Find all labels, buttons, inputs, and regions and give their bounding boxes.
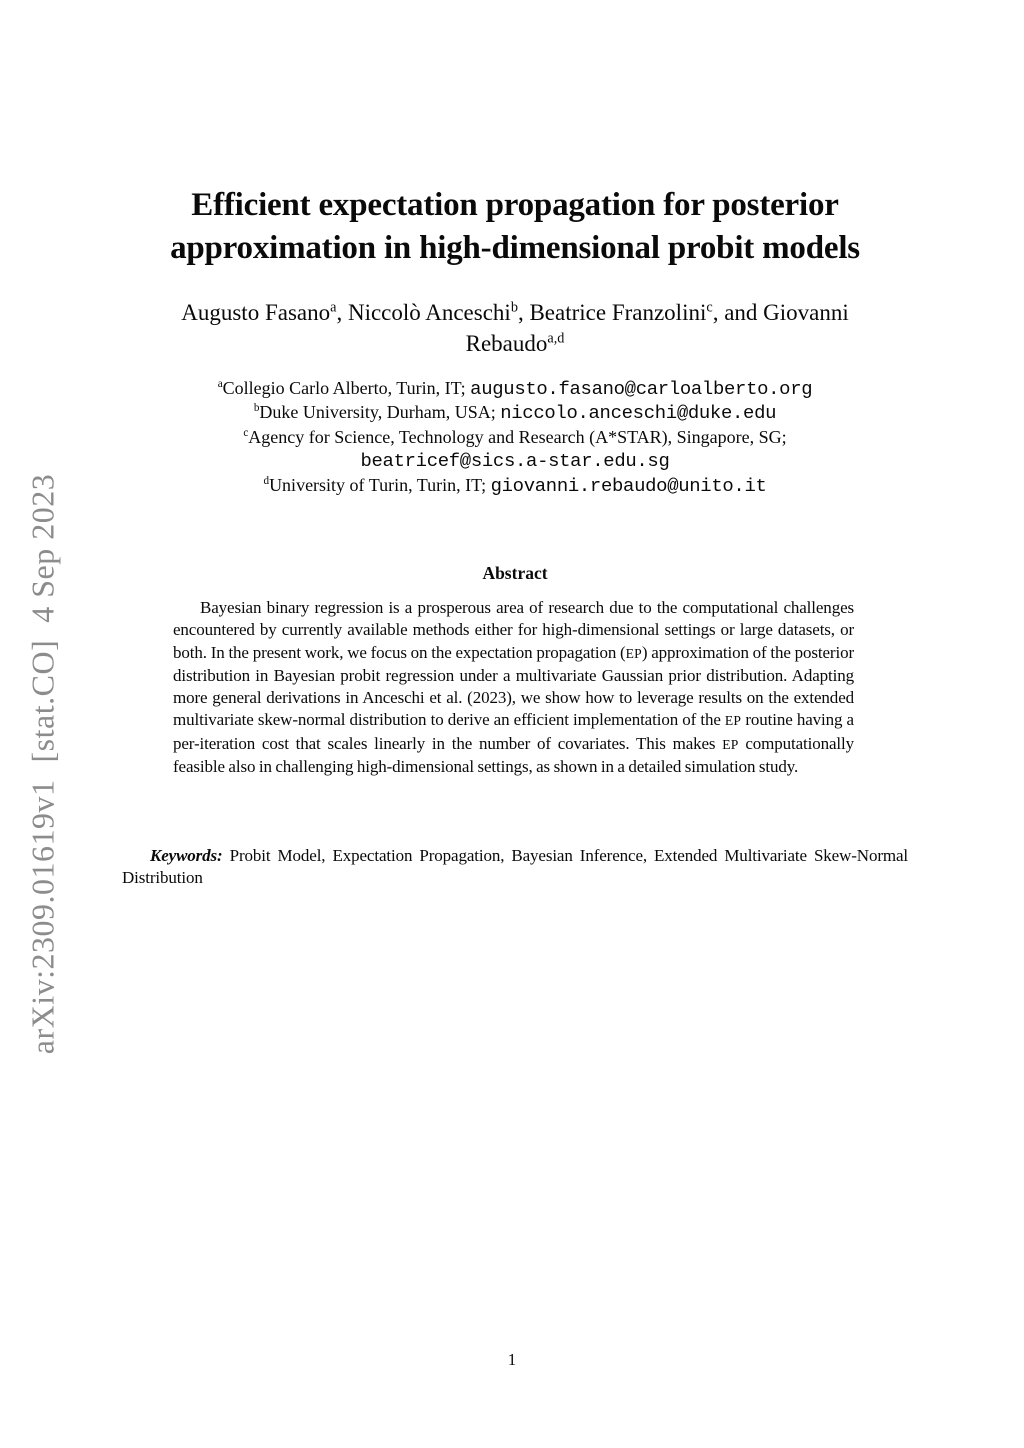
affiliations: aCollegio Carlo Alberto, Turin, IT; augu… xyxy=(122,377,908,498)
author-list: Augusto Fasanoa, Niccolò Anceschib, Beat… xyxy=(122,297,908,359)
author-line-2: Rebaudoa,d xyxy=(465,330,565,356)
paper-title-line-2: approximation in high-dimensional probit… xyxy=(170,230,860,266)
affiliation-line-a: aCollegio Carlo Alberto, Turin, IT; augu… xyxy=(217,378,813,400)
affiliation-line-c: cAgency for Science, Technology and Rese… xyxy=(243,426,787,447)
paper-content: Efficient expectation propagation for po… xyxy=(122,0,908,1448)
affiliation-line-b: bDuke University, Durham, USA; niccolo.a… xyxy=(253,402,777,425)
affiliation-line-d: dUniversity of Turin, Turin, IT; giovann… xyxy=(263,474,767,497)
abstract-text: Bayesian binary regression is a prospero… xyxy=(173,598,855,777)
paper-title: Efficient expectation propagation for po… xyxy=(122,184,908,270)
abstract-heading: Abstract xyxy=(482,563,548,583)
keywords: Keywords: Probit Model, Expectation Prop… xyxy=(122,846,908,888)
arxiv-watermark: arXiv:2309.01619v1 [stat.CO] 4 Sep 2023 xyxy=(24,473,61,1055)
affiliation-line-c-email: beatricef@sics.a-star.edu.sg xyxy=(360,450,670,473)
paper-title-line-1: Efficient expectation propagation for po… xyxy=(191,187,839,223)
page-number: 1 xyxy=(507,1350,517,1369)
author-line-1: Augusto Fasanoa, Niccolò Anceschib, Beat… xyxy=(181,299,849,325)
